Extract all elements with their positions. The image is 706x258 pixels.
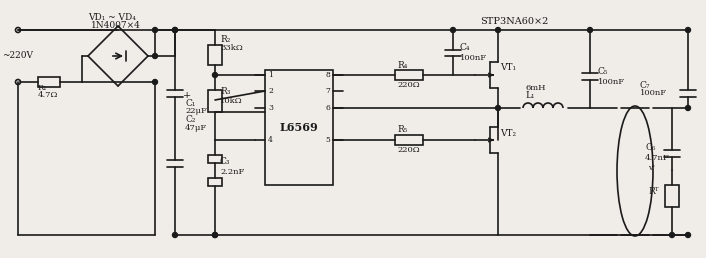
Circle shape	[152, 53, 157, 59]
Text: 5: 5	[325, 136, 330, 144]
Circle shape	[152, 28, 157, 33]
Circle shape	[450, 28, 455, 33]
Text: C₃: C₃	[220, 157, 230, 166]
Text: R₅: R₅	[397, 125, 407, 134]
Text: 100nF: 100nF	[460, 54, 487, 62]
Circle shape	[587, 28, 592, 33]
Circle shape	[152, 79, 157, 85]
Text: 4.7nF: 4.7nF	[645, 154, 670, 162]
Circle shape	[213, 232, 217, 238]
Circle shape	[172, 28, 177, 33]
Text: R₁: R₁	[38, 84, 47, 92]
Text: C₅: C₅	[598, 68, 609, 77]
Circle shape	[686, 28, 690, 33]
Text: 8: 8	[325, 71, 330, 79]
Text: 22μF: 22μF	[185, 107, 207, 115]
Text: +: +	[183, 91, 191, 100]
Text: 4: 4	[268, 136, 273, 144]
Bar	[208, 90, 222, 112]
Bar	[38, 77, 60, 87]
Text: C₂: C₂	[185, 116, 196, 125]
Bar	[208, 178, 222, 186]
Text: R₄: R₄	[397, 60, 407, 69]
Text: 10kΩ: 10kΩ	[220, 97, 243, 105]
Bar	[665, 185, 679, 207]
Text: VD₁ ~ VD₄: VD₁ ~ VD₄	[88, 13, 136, 22]
Text: STP3NA60×2: STP3NA60×2	[480, 18, 549, 27]
Text: C₇: C₇	[640, 80, 650, 90]
Circle shape	[496, 106, 501, 110]
Text: VT₂: VT₂	[500, 128, 516, 138]
Circle shape	[686, 232, 690, 238]
Circle shape	[669, 232, 674, 238]
Circle shape	[172, 28, 177, 33]
Circle shape	[172, 232, 177, 238]
Text: 4.7Ω: 4.7Ω	[38, 91, 59, 99]
Text: ~220V: ~220V	[2, 52, 33, 60]
Text: 100nF: 100nF	[598, 78, 625, 86]
Text: 220Ω: 220Ω	[397, 81, 419, 89]
Text: vᶜ: vᶜ	[648, 164, 655, 172]
Text: C₆: C₆	[645, 143, 655, 152]
Text: 47μF: 47μF	[185, 124, 208, 132]
Text: C₁: C₁	[185, 99, 196, 108]
Text: 7: 7	[325, 87, 330, 95]
Circle shape	[496, 28, 501, 33]
Text: 2: 2	[268, 87, 273, 95]
Bar	[208, 155, 222, 163]
Circle shape	[213, 232, 217, 238]
Text: 6mH: 6mH	[525, 84, 546, 92]
Text: Rᵀ: Rᵀ	[648, 188, 659, 197]
Text: 3: 3	[268, 104, 273, 112]
Text: 33kΩ: 33kΩ	[220, 44, 243, 52]
Text: 2.2nF: 2.2nF	[220, 168, 244, 176]
Text: 6: 6	[325, 104, 330, 112]
Text: 1N4007×4: 1N4007×4	[91, 21, 141, 30]
Bar	[395, 70, 423, 80]
Text: L₁: L₁	[525, 92, 534, 101]
Bar	[265, 70, 333, 185]
Circle shape	[686, 106, 690, 110]
Text: L6569: L6569	[280, 122, 318, 133]
Text: C₄: C₄	[460, 44, 470, 52]
Circle shape	[213, 72, 217, 77]
Bar	[208, 45, 222, 65]
Text: VT₁: VT₁	[500, 63, 516, 72]
Text: R₂: R₂	[220, 36, 230, 44]
Text: 1: 1	[268, 71, 273, 79]
Text: 100nF: 100nF	[640, 89, 667, 97]
Text: 220Ω: 220Ω	[397, 146, 419, 154]
Text: R₃: R₃	[220, 87, 230, 96]
Bar	[395, 135, 423, 145]
